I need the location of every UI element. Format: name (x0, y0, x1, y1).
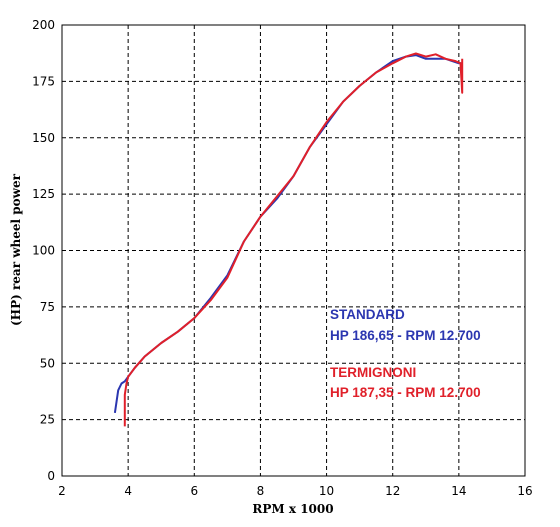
y-tick-label-50: 50 (40, 356, 55, 370)
y-tick-label-100: 100 (32, 244, 55, 258)
x-tick-label-2: 2 (58, 484, 66, 498)
standard-value: HP 186,65 - RPM 12.700 (330, 328, 481, 343)
x-tick-label-8: 8 (257, 484, 265, 498)
series-lines (113, 52, 464, 427)
y-axis-title: (HP) rear wheel power (9, 173, 23, 326)
y-tick-label-200: 200 (32, 18, 55, 32)
y-tick-label-125: 125 (32, 187, 55, 201)
x-axis-title: RPM x 1000 (252, 502, 333, 516)
x-tick-label-6: 6 (190, 484, 198, 498)
grid-lines (62, 25, 525, 476)
y-tick-labels: 0 25 50 75 100 125 150 175 200 (32, 18, 55, 483)
standard-label: STANDARD (330, 307, 405, 322)
y-tick-label-150: 150 (32, 131, 55, 145)
x-tick-label-12: 12 (385, 484, 400, 498)
x-tick-labels: 2 4 6 8 10 12 14 16 (58, 484, 532, 498)
y-tick-label-0: 0 (47, 469, 55, 483)
x-tick-label-14: 14 (451, 484, 466, 498)
y-tick-label-75: 75 (40, 300, 55, 314)
y-tick-label-25: 25 (40, 413, 55, 427)
termignoni-label: TERMIGNONI (330, 365, 416, 380)
x-tick-label-4: 4 (124, 484, 132, 498)
termignoni-value: HP 187,35 - RPM 12.700 (330, 385, 481, 400)
x-tick-label-16: 16 (517, 484, 532, 498)
series-line-termignoni (123, 52, 464, 427)
x-tick-label-10: 10 (319, 484, 334, 498)
y-tick-label-175: 175 (32, 74, 55, 88)
